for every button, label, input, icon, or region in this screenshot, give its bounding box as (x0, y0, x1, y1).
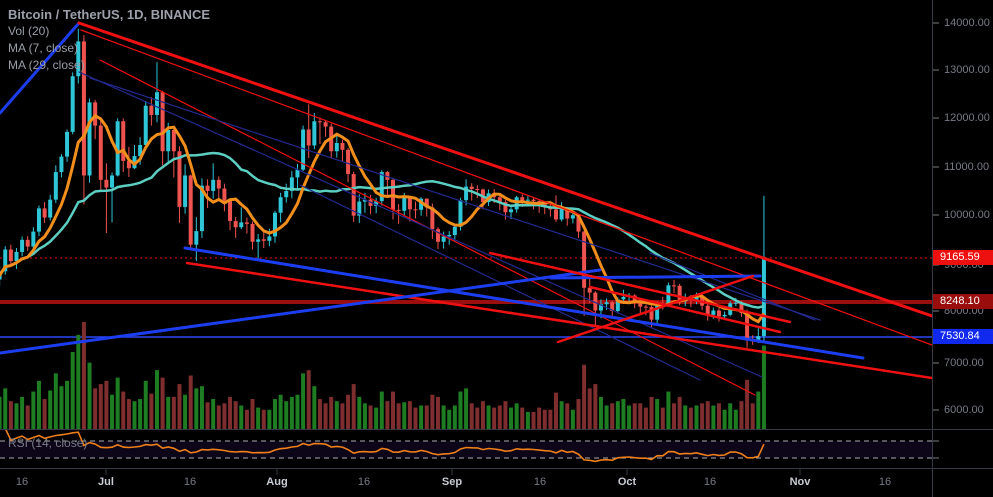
legend-ma7[interactable]: MA (7, close) (8, 41, 79, 55)
time-tick-label: 16 (15, 476, 29, 488)
price-tag: 8248.10 (933, 294, 993, 309)
time-tick-label: 16 (703, 476, 717, 488)
symbol-title[interactable]: Bitcoin / TetherUS, 1D, BINANCE (8, 7, 211, 22)
price-tick-label: 10000.00 (944, 208, 990, 221)
rsi-line (0, 429, 765, 463)
time-tick-label: 16 (878, 476, 892, 488)
time-tick-label: Jul (98, 476, 114, 488)
price-tick-label: 14000.00 (944, 16, 990, 29)
price-tick-label: 12000.00 (944, 111, 990, 124)
price-tick-label: 6000.00 (944, 403, 984, 416)
trendlines-layer[interactable] (0, 21, 932, 396)
legend: Bitcoin / TetherUS, 1D, BINANCE Vol (20)… (8, 6, 210, 74)
legend-ma29[interactable]: MA (29, close) (8, 58, 85, 72)
time-tick-label: 16 (357, 476, 371, 488)
main-pane[interactable] (0, 21, 932, 429)
legend-volume[interactable]: Vol (20) (8, 24, 50, 38)
volume-layer (0, 322, 766, 429)
ma29-line (0, 151, 765, 309)
time-tick-label: 16 (533, 476, 547, 488)
price-tag: 7530.84 (933, 329, 993, 344)
time-tick-label: Sep (441, 476, 463, 488)
price-tick-label: 11000.00 (944, 160, 990, 173)
ma7-line (0, 113, 766, 324)
price-tick-label: 13000.00 (944, 63, 990, 76)
rsi-pane[interactable] (0, 428, 932, 463)
time-tick-label: Aug (266, 476, 288, 488)
time-tick-label: 16 (183, 476, 197, 488)
time-tick-label: Nov (789, 476, 811, 488)
price-tag: 9165.59 (933, 250, 993, 265)
price-tick-label: 7000.00 (944, 356, 984, 369)
legend-rsi[interactable]: RSI (14, close) (8, 436, 88, 450)
time-tick-label: Oct (617, 476, 637, 488)
